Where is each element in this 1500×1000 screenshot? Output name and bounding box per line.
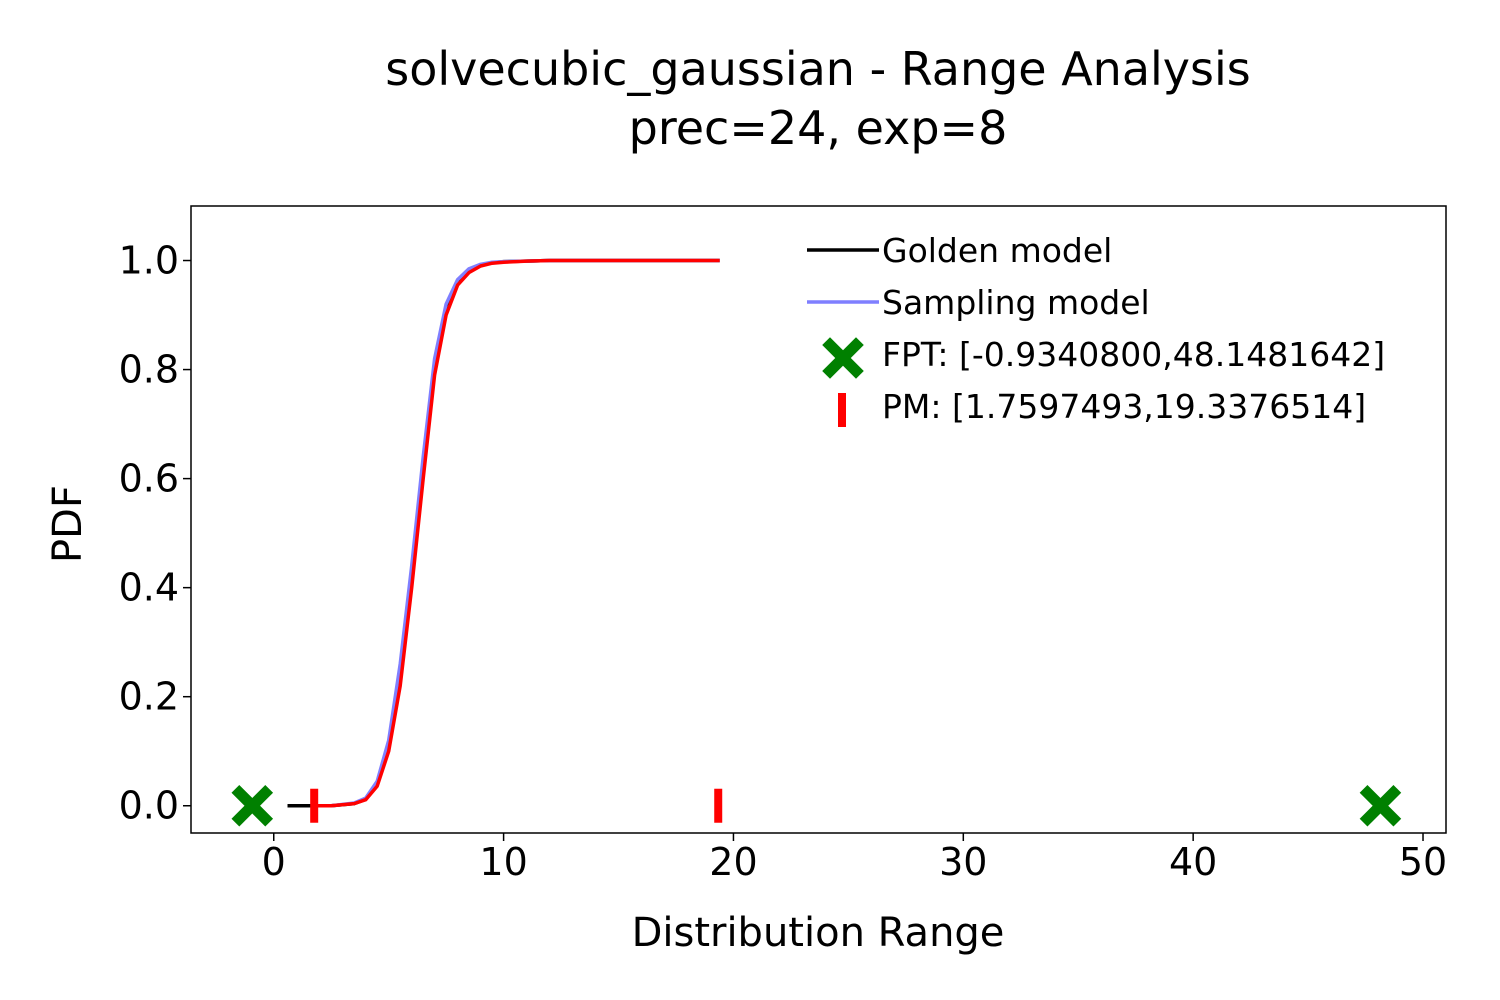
legend-fpt-swatch xyxy=(822,337,864,379)
chart-subtitle: prec=24, exp=8 xyxy=(629,101,1008,155)
legend-label: Sampling model xyxy=(882,283,1150,322)
x-tick-label: 0 xyxy=(262,840,286,884)
legend: Golden model Sampling model FPT: [-0.93408… xyxy=(807,231,1385,427)
x-tick-label: 20 xyxy=(709,840,757,884)
legend-label: Golden model xyxy=(882,231,1112,270)
fpt-marker xyxy=(231,784,274,827)
x-axis-label: Distribution Range xyxy=(632,910,1005,956)
pm-marker xyxy=(714,788,723,823)
legend-label: FPT: [-0.9340800,48.1481642] xyxy=(882,335,1385,374)
x-tick-label: 50 xyxy=(1399,840,1447,884)
x-tick-label: 40 xyxy=(1169,840,1217,884)
y-tick-label: 0.4 xyxy=(119,566,179,610)
y-tick-label: 0.8 xyxy=(119,348,179,392)
y-tick-label: 0.2 xyxy=(119,675,179,719)
chart-title: solvecubic_gaussian - Range Analysis xyxy=(385,42,1251,96)
y-tick-label: 0.6 xyxy=(119,457,179,501)
y-tick-label: 0.0 xyxy=(119,784,179,828)
axes-frame xyxy=(190,205,1447,834)
series-line-0 xyxy=(287,258,720,808)
series-line-1 xyxy=(315,258,720,808)
legend-pm-swatch xyxy=(838,393,846,427)
fpt-marker xyxy=(1359,784,1402,827)
legend-label: PM: [1.7597493,19.3376514] xyxy=(882,387,1366,426)
y-tick-label: 1.0 xyxy=(119,239,179,283)
x-tick-label: 30 xyxy=(939,840,987,884)
plot-area: 0 10 20 30 40 50 0.0 0.2 0.4 0.6 0.8 1.0 xyxy=(119,205,1447,884)
y-axis-label: PDF xyxy=(45,485,91,563)
x-tick-label: 10 xyxy=(479,840,527,884)
pm-marker xyxy=(310,788,319,823)
series-line-2 xyxy=(315,258,720,808)
